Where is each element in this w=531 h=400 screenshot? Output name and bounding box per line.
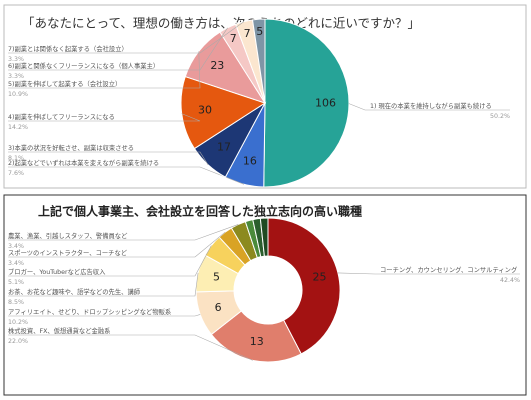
share-label: 8.1% <box>8 155 24 162</box>
data-label: 16 <box>243 155 257 168</box>
leader-line <box>8 27 228 71</box>
category-label: 農業、漁業、引越しスタッフ、警備員など <box>8 231 128 240</box>
slice <box>259 217 269 257</box>
share-label: 8.5% <box>8 299 24 306</box>
leader-line <box>8 113 201 122</box>
category-label: 7)副業とは関係なく起業する（会社設立） <box>8 44 128 53</box>
leader-line <box>8 51 201 89</box>
panel <box>3 4 527 189</box>
share-label: 7.6% <box>8 170 24 177</box>
data-label: 7 <box>244 27 251 40</box>
share-label: 50.2% <box>490 113 510 120</box>
data-label: 30 <box>198 104 212 117</box>
data-label: 7 <box>230 32 237 45</box>
leader-line <box>8 151 209 165</box>
data-label: 106 <box>315 96 336 109</box>
leader-line <box>8 334 253 361</box>
category-label: 2)起業などでいずれは本業を変えながら副業を続ける <box>8 158 159 167</box>
share-label: 3.4% <box>8 243 24 250</box>
slice <box>180 75 267 150</box>
data-label: 17 <box>217 140 231 153</box>
share-label: 10.2% <box>8 319 28 326</box>
share-label: 5.1% <box>8 279 24 286</box>
data-label: 5 <box>213 270 220 283</box>
category-label: コーチング、カウンセリング、コンサルティング <box>380 265 518 274</box>
leader-line <box>8 272 199 297</box>
category-label: 3)本業の状況を好転させ、副業は収束させる <box>8 143 134 152</box>
category-label: スポーツのインストラクター、コーチなど <box>8 248 128 257</box>
data-label: 5 <box>256 25 263 38</box>
share-label: 22.0% <box>8 338 28 345</box>
leader-line <box>8 21 245 54</box>
data-label: 23 <box>210 59 224 72</box>
slice <box>267 217 341 355</box>
category-label: 5)副業を伸ばして起業する（会社設立） <box>8 79 121 88</box>
chart-title: 「あなたにとって、理想の働き方は、次のうちのどれに近いですか？」 <box>22 16 420 31</box>
leader-line <box>8 231 226 258</box>
leader-line <box>8 245 212 277</box>
share-label: 3.4% <box>8 260 24 267</box>
leader-line <box>8 224 239 241</box>
share-label: 42.4% <box>500 277 520 284</box>
data-label: 13 <box>250 335 264 348</box>
leader-line <box>337 272 520 275</box>
leader-line <box>348 103 510 111</box>
data-label: 25 <box>312 270 326 283</box>
category-label: 6)副業と関係なくフリーランスになる（個人事業主） <box>8 61 159 70</box>
category-label: 1) 現在の本業を維持しながら副業も続ける <box>370 101 492 110</box>
share-label: 3.3% <box>8 73 24 80</box>
category-label: お茶、お花など趣味や、語学などの先生、講師 <box>8 287 141 296</box>
panel <box>3 194 527 396</box>
category-label: アフィリエイト、せどり、ドロップシッピングなど物販系 <box>8 307 171 316</box>
slice <box>251 18 266 104</box>
slice <box>210 310 302 363</box>
category-label: 株式投資、FX、仮想通貨など金融系 <box>8 326 110 335</box>
chart-title: 上記で個人事業主、会社設立を回答した独立志向の高い職種 <box>38 204 362 219</box>
share-label: 14.2% <box>8 124 28 131</box>
data-label: 6 <box>215 301 222 314</box>
leader-line <box>8 166 245 185</box>
share-label: 10.9% <box>8 91 28 98</box>
leader-line <box>8 314 201 317</box>
share-label: 3.3% <box>8 56 24 63</box>
category-label: 4)副業を伸ばしてフリーランスになる <box>8 112 115 121</box>
category-label: ブロガー、YouTuberなど広告収入 <box>8 267 106 276</box>
slice <box>263 18 350 188</box>
